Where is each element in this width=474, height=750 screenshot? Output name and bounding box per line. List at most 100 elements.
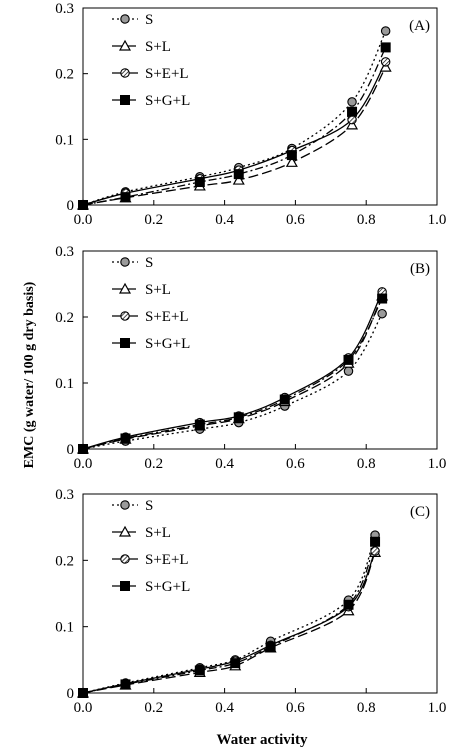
chart-panel-1: 0.0 0.2 0.4 0.6 0.8 1.0 0 0.1 0.2 0.3 S S+L S+E+L S+G… [55, 1, 446, 228]
data-point [279, 394, 290, 405]
x-tick-label: 1.0 [428, 456, 447, 472]
y-tick-label: 0.1 [55, 376, 74, 392]
data-point [380, 57, 391, 67]
data-point [232, 173, 245, 185]
data-point [194, 177, 205, 188]
x-tick-label: 0.8 [357, 700, 376, 716]
data-point [233, 169, 244, 180]
data-point [377, 308, 387, 319]
x-tick-label: 1.0 [428, 212, 447, 228]
legend-label: S+E+L [145, 552, 189, 568]
y-tick-label: 0 [67, 442, 75, 458]
x-tick-label: 0.2 [144, 456, 163, 472]
data-point [233, 412, 244, 423]
y-tick-label: 0 [67, 198, 75, 214]
legend-marker [120, 338, 130, 348]
x-tick-label: 0.4 [215, 456, 234, 472]
data-point [120, 679, 131, 690]
x-tick-label: 0.8 [357, 212, 376, 228]
data-point [194, 419, 205, 430]
legend-marker [120, 311, 130, 321]
legend-label: S+L [145, 525, 171, 541]
y-tick-label: 0.3 [55, 244, 74, 260]
data-point [120, 433, 131, 444]
legend-marker [118, 39, 132, 51]
chart-panel-3: 0.0 0.2 0.4 0.6 0.8 1.0 0 0.1 0.2 0.3 S S+L S+E+L S+G… [55, 487, 446, 716]
data-point [377, 293, 388, 304]
legend: S S+L S+E+L S+G+L [112, 255, 190, 352]
y-axis-label: EMC (g water/ 100 g dry basis) [22, 281, 37, 468]
legend-label: S+L [145, 282, 171, 298]
x-tick-label: 0.0 [74, 700, 93, 716]
x-axis-label: Water activity [217, 732, 308, 748]
data-point [379, 60, 392, 72]
x-tick-label: 0.0 [74, 212, 93, 228]
data-point [343, 366, 354, 376]
x-tick-label: 0.8 [357, 456, 376, 472]
data-point [380, 26, 391, 36]
data-point [343, 354, 354, 365]
x-tick-label: 0.2 [144, 700, 163, 716]
data-point [194, 665, 205, 676]
series-line-s-l [82, 552, 376, 694]
legend-marker [120, 581, 130, 591]
y-tick-label: 0.2 [55, 310, 74, 326]
data-point [346, 118, 359, 130]
legend-label: S+G+L [145, 336, 190, 352]
data-point [230, 658, 241, 669]
legend-label: S [145, 12, 153, 28]
plot-frame [82, 493, 438, 694]
legend-marker [118, 525, 132, 537]
legend-marker [120, 500, 130, 510]
legend-label: S [145, 255, 153, 271]
legend-label: S+E+L [145, 66, 189, 82]
data-point [370, 536, 381, 547]
legend-marker [120, 68, 130, 78]
data-point [285, 156, 298, 167]
legend-marker [120, 554, 130, 564]
y-tick-label: 0.2 [55, 67, 74, 83]
data-point [78, 200, 88, 210]
x-tick-label: 0.0 [74, 456, 93, 472]
chart-panels: 0.0 0.2 0.4 0.6 0.8 1.0 0 0.1 0.2 0.3 S S+L S+E+L S+G… [55, 1, 446, 716]
data-point [120, 192, 131, 203]
data-point [347, 106, 358, 117]
legend-marker [120, 95, 130, 105]
x-tick-label: 0.6 [286, 700, 305, 716]
panel-label: (A) [409, 18, 430, 34]
x-tick-label: 0.2 [144, 212, 163, 228]
legend-label: S+L [145, 39, 171, 55]
y-tick-label: 0.1 [55, 132, 74, 148]
legend-label: S+G+L [145, 579, 190, 595]
x-tick-label: 1.0 [428, 700, 447, 716]
x-tick-label: 0.6 [286, 212, 305, 228]
y-tick-label: 0.2 [55, 553, 74, 569]
legend: S S+L S+E+L S+G+L [112, 12, 190, 109]
series-line-s [82, 313, 383, 450]
data-point [347, 97, 357, 107]
legend-marker [120, 14, 130, 24]
legend-label: S+G+L [145, 93, 190, 109]
panel-label: (B) [410, 261, 430, 277]
legend-label: S [145, 498, 153, 514]
data-point [78, 444, 88, 454]
x-tick-label: 0.4 [215, 212, 234, 228]
data-point [380, 42, 391, 53]
plot-frame [82, 7, 438, 206]
chart-panel-2: 0.0 0.2 0.4 0.6 0.8 1.0 0 0.1 0.2 0.3 S S+L S+E+L S+G… [55, 244, 446, 472]
legend: S S+L S+E+L S+G+L [112, 498, 190, 595]
data-point [78, 688, 88, 698]
data-point [265, 641, 276, 652]
plot-frame [82, 250, 438, 450]
legend-marker [118, 282, 132, 294]
series-line-s-g-l [82, 541, 376, 694]
panel-label: (C) [410, 504, 430, 520]
data-point [343, 599, 354, 610]
x-tick-label: 0.4 [215, 700, 234, 716]
data-point [370, 546, 380, 556]
data-point [286, 150, 297, 161]
y-tick-label: 0.3 [55, 1, 74, 17]
legend-label: S+E+L [145, 309, 189, 325]
legend-marker [120, 257, 130, 267]
